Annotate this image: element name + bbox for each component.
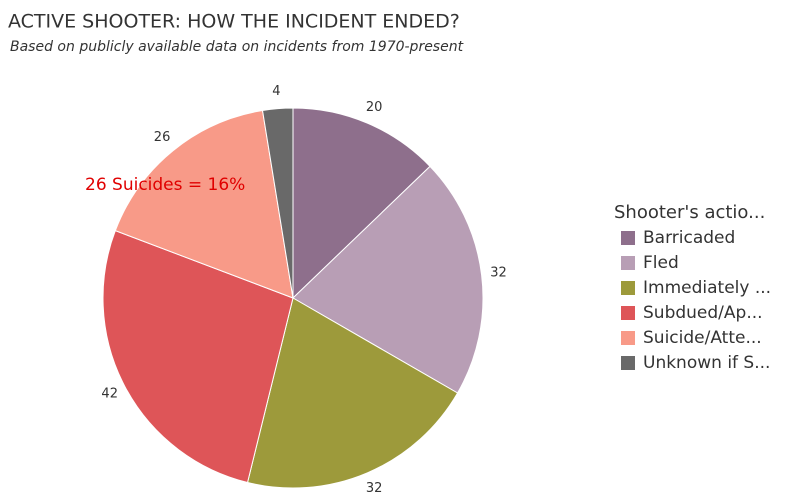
legend-label: Subdued/Ap... — [643, 303, 763, 323]
legend-swatch — [621, 306, 635, 320]
data-label: 32 — [366, 481, 383, 495]
data-label: 20 — [366, 100, 383, 115]
legend-label: Fled — [643, 253, 679, 273]
legend-swatch — [621, 256, 635, 270]
legend-swatch — [621, 231, 635, 245]
pie-slice — [246, 297, 459, 489]
pie-slice — [114, 109, 294, 299]
data-label: 4 — [272, 84, 280, 99]
pie-slice — [292, 165, 484, 394]
legend-label: Immediately ... — [643, 278, 771, 298]
legend-label: Suicide/Atte... — [643, 328, 762, 348]
legend-label: Unknown if S... — [643, 353, 770, 373]
data-label: 42 — [101, 387, 118, 402]
pie-slice — [102, 229, 294, 484]
legend-label: Barricaded — [643, 228, 735, 248]
legend-swatch — [621, 356, 635, 370]
chart-subtitle: Based on publicly available data on inci… — [10, 39, 464, 55]
data-label: 26 — [154, 130, 171, 145]
pie-slice — [261, 107, 294, 299]
data-label: 32 — [490, 266, 507, 281]
legend-swatch — [621, 281, 635, 295]
legend-title: Shooter's actio... — [614, 202, 765, 223]
chart-title: ACTIVE SHOOTER: HOW THE INCIDENT ENDED? — [8, 11, 460, 33]
annotation: 26 Suicides = 16% — [85, 175, 245, 195]
legend-swatch — [621, 331, 635, 345]
pie-slice — [292, 107, 431, 300]
pie — [102, 107, 484, 489]
